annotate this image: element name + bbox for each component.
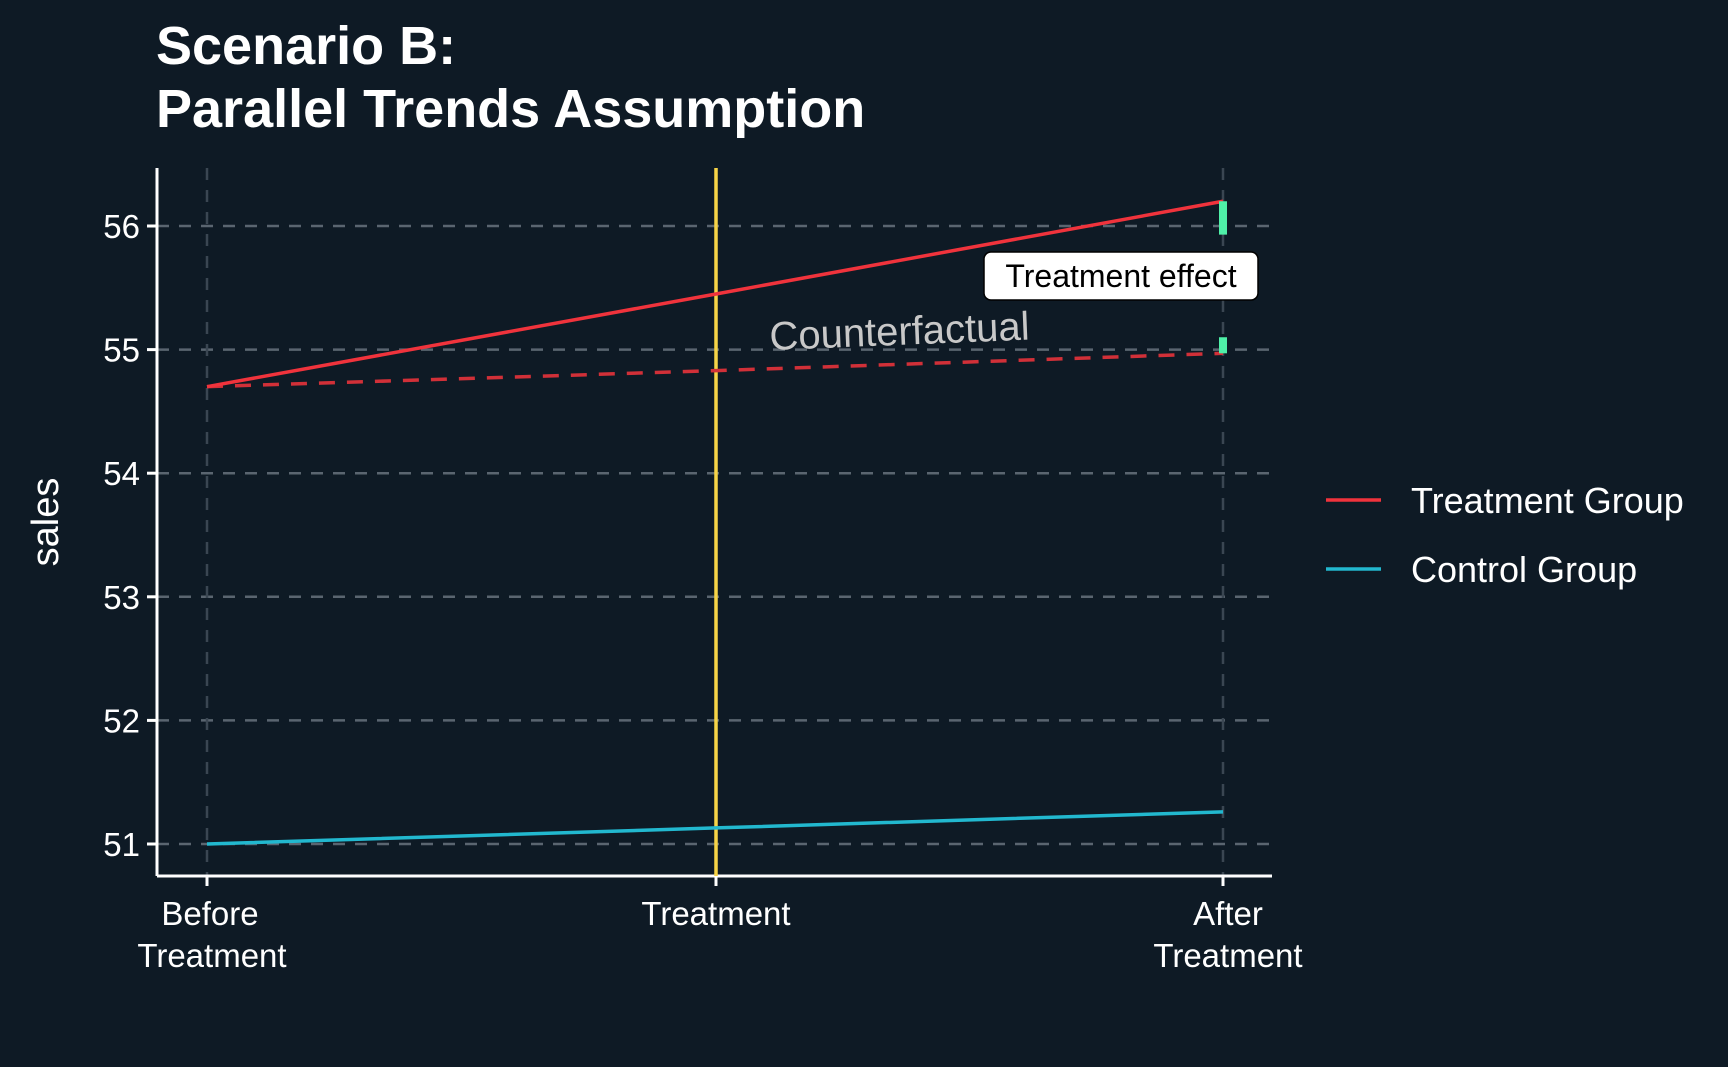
legend: Treatment Group Control Group: [1326, 480, 1684, 590]
y-tick-label: 51: [103, 826, 140, 863]
treatment-effect-label: Treatment effect: [983, 251, 1259, 301]
treatment-group-line: [206, 199, 1224, 389]
y-tick-label: 54: [103, 455, 140, 492]
chart-title-line1: Scenario B:: [156, 16, 456, 76]
x-tick-label: After Treatment: [1153, 895, 1302, 974]
counterfactual-label: Counterfactual: [769, 305, 1031, 359]
treatment-effect-label-box: [983, 251, 1259, 301]
y-tick-label: 52: [103, 702, 140, 739]
control-group-line: [206, 810, 1224, 846]
x-tick-label: Treatment: [641, 895, 790, 932]
axis-layer: 51 52 53 54 55 56 Before Treatment Treatment Afte…: [103, 168, 1303, 974]
y-tick-label: 53: [103, 579, 140, 616]
series-layer: [206, 168, 1224, 876]
y-tick-label: 56: [103, 208, 140, 245]
x-tick-label: Before Treatment: [137, 895, 286, 974]
y-axis-label: sales: [25, 478, 67, 567]
legend-label-treatment-group: Treatment Group: [1411, 480, 1684, 521]
counterfactual-line: [206, 351, 1224, 389]
annotation-layer: Counterfactual Treatment effect: [769, 201, 1259, 359]
chart-title-line2: Parallel Trends Assumption: [156, 79, 865, 139]
treatment-effect-label-text: Treatment effect: [1005, 258, 1236, 294]
legend-label-control-group: Control Group: [1411, 549, 1637, 590]
y-tick-label: 55: [103, 332, 140, 369]
